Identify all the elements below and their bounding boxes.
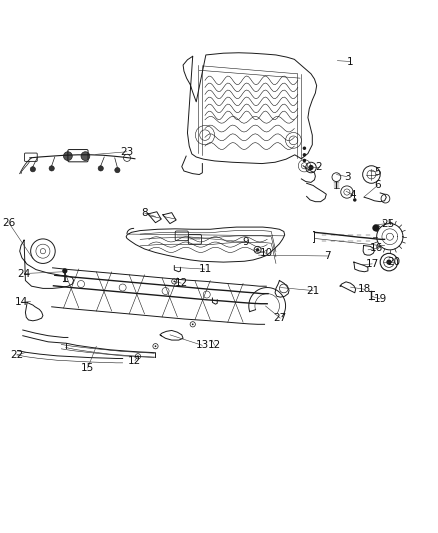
Circle shape xyxy=(308,165,314,170)
Text: 19: 19 xyxy=(374,294,387,304)
Circle shape xyxy=(192,324,194,325)
Text: 13: 13 xyxy=(196,341,209,350)
Circle shape xyxy=(372,224,379,231)
Circle shape xyxy=(173,280,175,282)
Text: 11: 11 xyxy=(198,264,212,274)
Text: 23: 23 xyxy=(120,147,134,157)
Text: 12: 12 xyxy=(208,341,221,350)
Text: 10: 10 xyxy=(260,248,273,259)
Text: 26: 26 xyxy=(2,217,15,228)
Circle shape xyxy=(386,260,392,265)
Text: 12: 12 xyxy=(128,356,141,366)
Text: 6: 6 xyxy=(374,181,381,190)
Text: 18: 18 xyxy=(358,284,371,294)
Circle shape xyxy=(62,268,67,273)
Circle shape xyxy=(137,356,139,357)
Text: 22: 22 xyxy=(10,350,23,360)
Text: 5: 5 xyxy=(374,167,381,177)
Circle shape xyxy=(49,166,54,171)
Text: 1: 1 xyxy=(347,56,354,67)
Text: 25: 25 xyxy=(381,219,394,229)
Text: 4: 4 xyxy=(349,190,356,200)
Circle shape xyxy=(98,166,103,171)
Text: 14: 14 xyxy=(14,297,28,308)
Text: 9: 9 xyxy=(242,237,249,247)
Text: 21: 21 xyxy=(307,286,320,296)
Text: 16: 16 xyxy=(370,243,383,253)
Circle shape xyxy=(155,345,156,347)
Text: 17: 17 xyxy=(366,259,379,269)
Text: 12: 12 xyxy=(175,278,188,288)
Circle shape xyxy=(303,159,306,162)
Text: 27: 27 xyxy=(274,313,287,323)
Text: 7: 7 xyxy=(324,251,331,261)
Circle shape xyxy=(303,147,306,150)
Circle shape xyxy=(303,153,306,157)
Circle shape xyxy=(30,167,35,172)
Text: 3: 3 xyxy=(344,172,351,182)
Circle shape xyxy=(256,248,259,252)
Text: 20: 20 xyxy=(388,257,401,267)
Circle shape xyxy=(115,167,120,173)
Text: 15: 15 xyxy=(81,363,94,373)
Circle shape xyxy=(64,152,72,160)
Circle shape xyxy=(81,152,90,160)
Circle shape xyxy=(353,198,357,201)
Text: 8: 8 xyxy=(141,208,148,218)
Text: 24: 24 xyxy=(18,269,31,279)
Text: 2: 2 xyxy=(315,161,322,172)
